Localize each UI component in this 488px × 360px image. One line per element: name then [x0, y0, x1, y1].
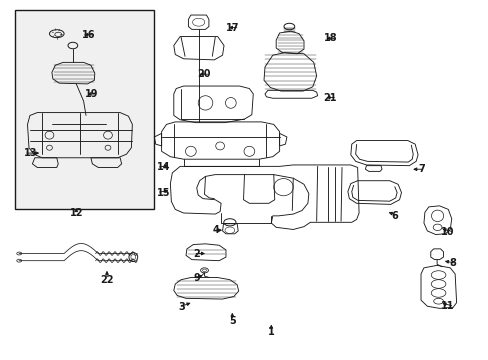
Text: 13: 13 [24, 148, 38, 158]
Text: 6: 6 [390, 211, 397, 221]
Text: 19: 19 [84, 89, 98, 99]
Text: 1: 1 [267, 327, 274, 337]
Text: 12: 12 [69, 208, 83, 218]
Text: 21: 21 [323, 93, 336, 103]
Text: 3: 3 [178, 302, 185, 312]
Text: 14: 14 [157, 162, 170, 172]
Text: 4: 4 [212, 225, 219, 235]
Text: 5: 5 [228, 316, 235, 325]
Text: 10: 10 [440, 227, 453, 237]
Bar [15, 10, 154, 209]
Text: 2: 2 [193, 248, 200, 258]
Text: 15: 15 [157, 188, 170, 198]
Text: 17: 17 [225, 23, 239, 33]
Text: 18: 18 [323, 33, 336, 43]
Text: 7: 7 [417, 164, 424, 174]
Text: 9: 9 [193, 273, 200, 283]
Text: 11: 11 [440, 301, 453, 311]
Text: 16: 16 [82, 30, 96, 40]
Text: 20: 20 [197, 69, 210, 79]
Text: 8: 8 [449, 258, 456, 268]
Text: 22: 22 [100, 275, 114, 285]
